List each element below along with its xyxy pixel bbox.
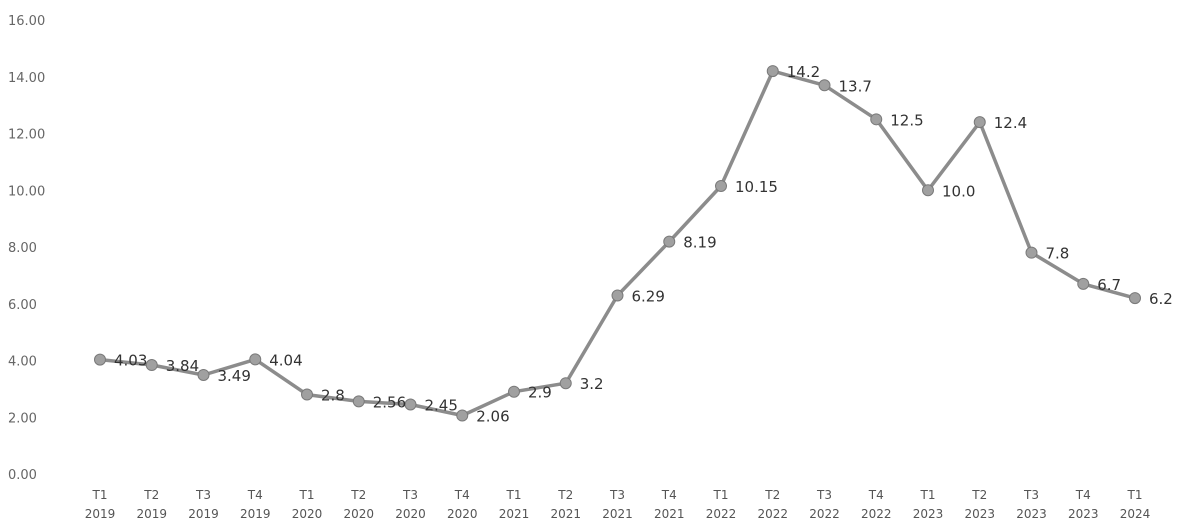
x-tick-label-year: 2021 [499, 507, 530, 521]
data-point [818, 79, 831, 92]
data-label: 3.2 [580, 375, 604, 393]
data-point [456, 409, 469, 422]
data-point [766, 65, 779, 78]
x-tick-label-quarter: T1 [1127, 488, 1143, 502]
data-point [559, 377, 572, 390]
data-point [145, 359, 158, 372]
data-label: 14.2 [787, 63, 820, 81]
x-tick-label-quarter: T1 [713, 488, 729, 502]
x-tick-label-quarter: T2 [143, 488, 159, 502]
x-tick-label-quarter: T3 [816, 488, 832, 502]
x-tick-label-year: 2023 [913, 507, 944, 521]
x-tick-label-quarter: T2 [557, 488, 573, 502]
data-point [1129, 292, 1141, 305]
x-tick-label-quarter: T1 [506, 488, 522, 502]
data-point [404, 398, 417, 411]
x-tick-label-quarter: T2 [764, 488, 780, 502]
x-tick-label-quarter: T3 [609, 488, 625, 502]
x-tick-label-year: 2020 [292, 507, 323, 521]
y-tick-label: 10.00 [8, 184, 45, 199]
data-label: 3.49 [218, 367, 251, 385]
data-point [301, 388, 313, 401]
y-tick-label: 8.00 [8, 241, 37, 256]
data-label: 4.04 [269, 351, 302, 369]
data-label: 2.8 [321, 387, 345, 405]
y-axis: 0.00 2.00 4.00 6.00 8.00 10.00 12.00 14.00 16.00 [8, 14, 45, 483]
x-tick-label-quarter: T1 [920, 488, 936, 502]
data-point [870, 113, 883, 126]
data-label: 10.15 [735, 178, 778, 196]
data-point [715, 179, 727, 192]
x-tick-label-quarter: T4 [454, 488, 470, 502]
data-label: 2.56 [373, 393, 406, 411]
x-tick-label-year: 2022 [809, 507, 840, 521]
x-tick-label-quarter: T4 [1075, 488, 1091, 502]
data-point [197, 368, 210, 381]
x-tick-label-quarter: T3 [402, 488, 418, 502]
y-tick-label: 16.00 [8, 14, 45, 29]
x-tick-label-year: 2021 [550, 507, 581, 521]
x-tick-label-quarter: T3 [1023, 488, 1039, 502]
data-point [352, 395, 365, 408]
y-tick-label: 14.00 [8, 71, 45, 86]
data-point [922, 184, 934, 197]
x-tick-label-quarter: T1 [92, 488, 108, 502]
x-tick-label-year: 2022 [706, 507, 737, 521]
x-tick-label-year: 2020 [395, 507, 426, 521]
x-tick-label-quarter: T4 [247, 488, 263, 502]
y-tick-label: 12.00 [8, 128, 45, 143]
series-group [94, 65, 1141, 422]
x-tick-label-year: 2023 [1016, 507, 1047, 521]
data-label: 6.2 [1149, 290, 1173, 308]
data-labels: 4.03 3.84 3.49 4.04 2.8 2.56 2.45 2.06 2.9 3.2 6.2… [114, 63, 1173, 425]
data-point [94, 353, 106, 366]
y-tick-label: 4.00 [8, 355, 37, 370]
data-label: 3.84 [166, 357, 199, 375]
data-point [1025, 246, 1038, 259]
x-tick-label-year: 2024 [1120, 507, 1151, 521]
x-tick-label-quarter: T2 [971, 488, 987, 502]
x-tick-label-year: 2021 [602, 507, 633, 521]
x-tick-label-quarter: T4 [661, 488, 677, 502]
data-label: 2.9 [528, 384, 552, 402]
x-tick-label-year: 2022 [757, 507, 788, 521]
x-tick-label-year: 2023 [964, 507, 995, 521]
data-label: 6.29 [632, 288, 665, 306]
data-point [663, 235, 676, 248]
x-tick-label-year: 2022 [861, 507, 892, 521]
data-label: 12.4 [994, 114, 1027, 132]
data-label: 8.19 [683, 234, 716, 252]
data-point [611, 289, 624, 302]
data-label: 7.8 [1046, 245, 1070, 263]
x-tick-label-year: 2021 [654, 507, 685, 521]
x-tick-label-quarter: T2 [350, 488, 366, 502]
data-label: 2.06 [476, 408, 509, 426]
data-label: 2.45 [425, 396, 458, 414]
x-tick-label-year: 2019 [240, 507, 271, 521]
x-axis: T1 2019 T2 2019 T3 2019 T4 2019 T1 2020 T2 2020 T3 20… [85, 488, 1151, 521]
data-point [1077, 277, 1090, 290]
x-tick-label-year: 2023 [1068, 507, 1099, 521]
data-label: 6.7 [1097, 276, 1121, 294]
y-tick-label: 6.00 [8, 298, 37, 313]
y-tick-label: 0.00 [8, 468, 37, 483]
data-label: 4.03 [114, 352, 147, 370]
data-point [249, 353, 262, 366]
x-tick-label-year: 2019 [188, 507, 219, 521]
x-tick-label-year: 2020 [447, 507, 478, 521]
data-point [508, 385, 520, 398]
data-point [973, 116, 986, 129]
data-label: 12.5 [890, 111, 923, 129]
data-label: 13.7 [839, 77, 872, 95]
x-tick-label-year: 2020 [343, 507, 374, 521]
data-label: 10.0 [942, 182, 975, 200]
y-tick-label: 2.00 [8, 411, 37, 426]
x-tick-label-quarter: T1 [299, 488, 315, 502]
x-tick-label-quarter: T4 [868, 488, 884, 502]
x-tick-label-year: 2019 [85, 507, 116, 521]
x-tick-label-year: 2019 [136, 507, 167, 521]
x-tick-label-quarter: T3 [195, 488, 211, 502]
